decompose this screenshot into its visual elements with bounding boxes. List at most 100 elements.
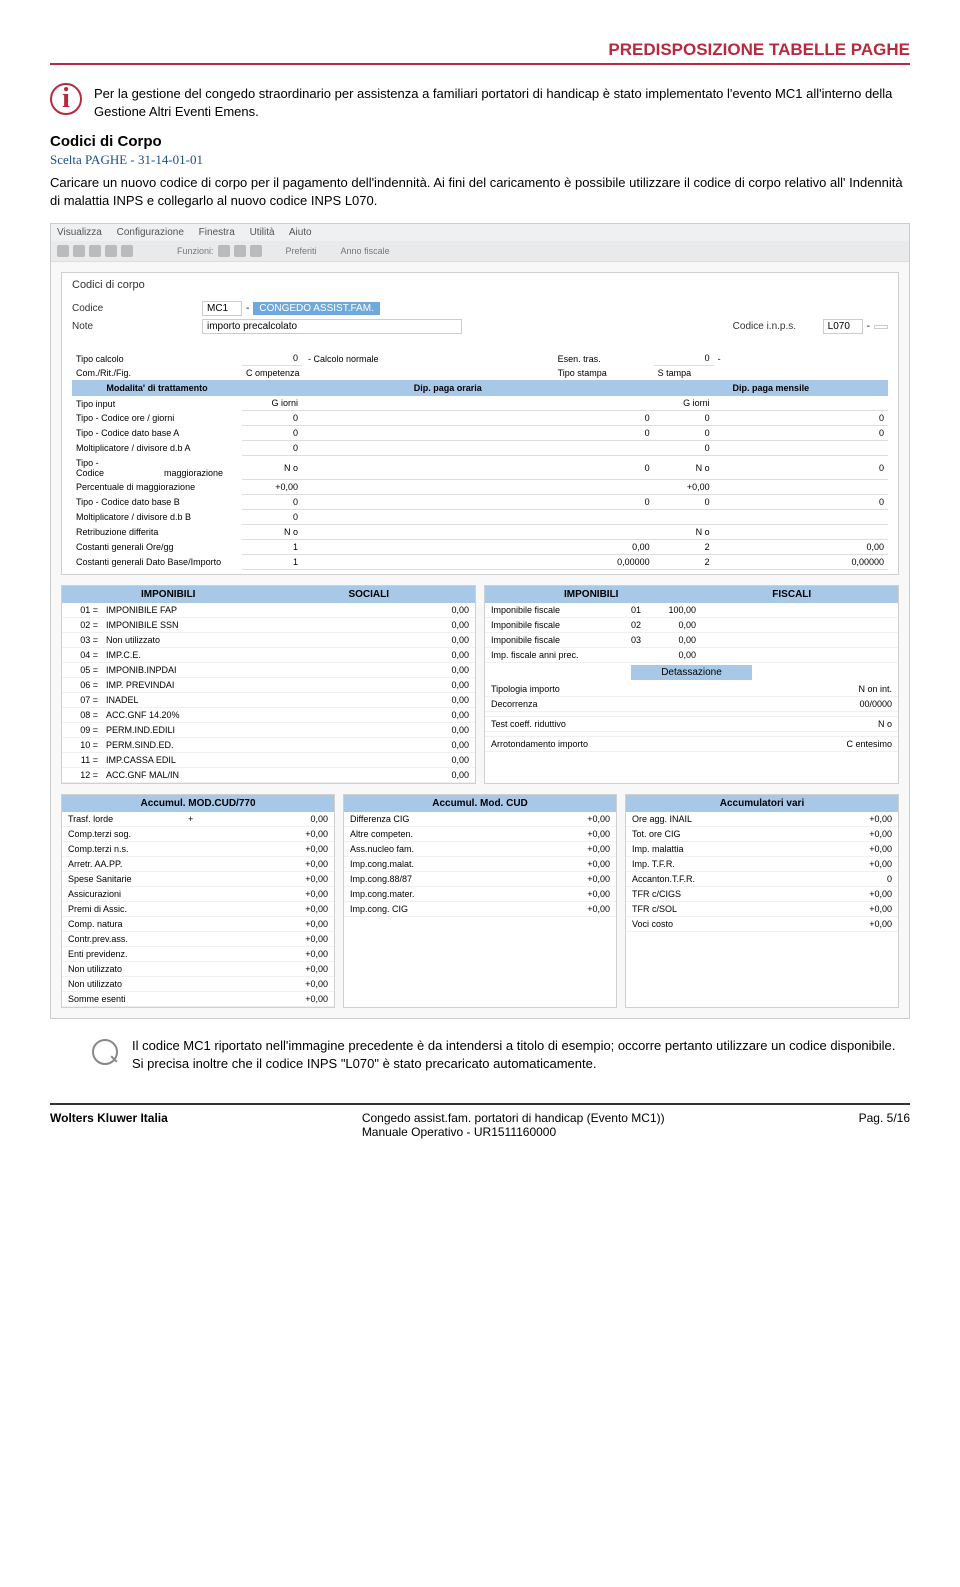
value[interactable]: S tampa bbox=[654, 366, 888, 381]
menu-item[interactable]: Configurazione bbox=[117, 227, 184, 238]
cell[interactable]: +0,00 bbox=[752, 919, 892, 929]
cell[interactable]: 0 bbox=[242, 426, 302, 441]
cell[interactable]: 0,00000 bbox=[302, 555, 654, 570]
cell[interactable]: N o bbox=[654, 525, 714, 540]
cell[interactable]: +0,00 bbox=[198, 859, 328, 869]
cell[interactable]: +0,00 bbox=[470, 904, 610, 914]
menu-item[interactable]: Aiuto bbox=[289, 227, 312, 238]
cell[interactable]: 1 bbox=[242, 540, 302, 555]
cell[interactable]: 0 bbox=[302, 495, 654, 510]
cell[interactable]: 0,00 bbox=[641, 620, 696, 630]
value[interactable]: C ompetenza bbox=[242, 366, 554, 381]
cell[interactable]: +0,00 bbox=[470, 874, 610, 884]
cell[interactable]: 0,00000 bbox=[714, 555, 888, 570]
cell[interactable]: 0 bbox=[752, 874, 892, 884]
cell[interactable]: 0,00 bbox=[302, 540, 654, 555]
cell[interactable]: N o bbox=[654, 456, 714, 480]
cell[interactable]: +0,00 bbox=[198, 994, 328, 1004]
cell[interactable]: 0,00 bbox=[218, 755, 469, 765]
cell[interactable]: 0 bbox=[714, 495, 888, 510]
cell[interactable]: N o bbox=[242, 525, 302, 540]
toolbar-icon[interactable] bbox=[57, 245, 69, 257]
menu-item[interactable]: Utilità bbox=[250, 227, 275, 238]
cell[interactable] bbox=[302, 396, 654, 411]
toolbar-icon[interactable] bbox=[218, 245, 230, 257]
cell[interactable]: N o bbox=[611, 719, 892, 729]
cell[interactable]: 0,00 bbox=[218, 620, 469, 630]
cell[interactable]: +0,00 bbox=[752, 889, 892, 899]
toolbar-icon[interactable] bbox=[250, 245, 262, 257]
cell[interactable]: +0,00 bbox=[470, 889, 610, 899]
cell[interactable]: 0 bbox=[714, 456, 888, 480]
cell[interactable]: +0,00 bbox=[242, 480, 302, 495]
menu-item[interactable]: Visualizza bbox=[57, 227, 102, 238]
cell[interactable]: +0,00 bbox=[470, 829, 610, 839]
cell[interactable]: +0,00 bbox=[470, 814, 610, 824]
cell[interactable]: 0,00 bbox=[218, 725, 469, 735]
cell[interactable]: 0,00 bbox=[641, 635, 696, 645]
cell[interactable]: 0,00 bbox=[218, 665, 469, 675]
cell[interactable]: +0,00 bbox=[198, 844, 328, 854]
cell[interactable] bbox=[714, 525, 888, 540]
cell[interactable] bbox=[302, 480, 654, 495]
cell[interactable]: +0,00 bbox=[198, 829, 328, 839]
cell[interactable] bbox=[302, 510, 654, 525]
cell[interactable]: 100,00 bbox=[641, 605, 696, 615]
cell[interactable]: 2 bbox=[654, 540, 714, 555]
cell[interactable] bbox=[714, 510, 888, 525]
value[interactable]: 0 bbox=[242, 351, 302, 366]
field-codice[interactable]: MC1 bbox=[202, 301, 242, 316]
cell[interactable]: 0,00 bbox=[218, 650, 469, 660]
cell[interactable]: 0 bbox=[714, 426, 888, 441]
cell[interactable]: +0,00 bbox=[198, 979, 328, 989]
toolbar-icon[interactable] bbox=[89, 245, 101, 257]
cell[interactable]: +0,00 bbox=[752, 859, 892, 869]
cell[interactable]: 0,00 bbox=[218, 680, 469, 690]
toolbar-icon[interactable] bbox=[121, 245, 133, 257]
cell[interactable]: +0,00 bbox=[198, 949, 328, 959]
cell[interactable] bbox=[654, 510, 714, 525]
cell[interactable]: 0,00 bbox=[714, 540, 888, 555]
cell[interactable]: 1 bbox=[242, 555, 302, 570]
value[interactable]: 0 bbox=[654, 351, 714, 366]
toolbar-icon[interactable] bbox=[73, 245, 85, 257]
cell[interactable]: G iorni bbox=[654, 396, 714, 411]
cell[interactable]: 2 bbox=[654, 555, 714, 570]
cell[interactable]: +0,00 bbox=[752, 844, 892, 854]
cell[interactable]: +0,00 bbox=[752, 904, 892, 914]
cell[interactable]: 0,00 bbox=[218, 740, 469, 750]
cell[interactable]: 0,00 bbox=[218, 635, 469, 645]
cell[interactable]: +0,00 bbox=[470, 844, 610, 854]
cell[interactable] bbox=[302, 441, 654, 456]
cell[interactable]: C entesimo bbox=[611, 739, 892, 749]
cell[interactable]: 0 bbox=[242, 495, 302, 510]
cell[interactable]: +0,00 bbox=[198, 904, 328, 914]
field-note[interactable]: importo precalcolato bbox=[202, 319, 462, 334]
cell[interactable]: +0,00 bbox=[470, 859, 610, 869]
cell[interactable]: 0 bbox=[654, 411, 714, 426]
cell[interactable]: 0 bbox=[242, 510, 302, 525]
cell[interactable]: +0,00 bbox=[198, 889, 328, 899]
cell[interactable]: +0,00 bbox=[198, 874, 328, 884]
cell[interactable]: 0 bbox=[654, 495, 714, 510]
cell[interactable] bbox=[714, 441, 888, 456]
cell[interactable]: 0 bbox=[654, 441, 714, 456]
field-codice-desc[interactable]: CONGEDO ASSIST.FAM. bbox=[253, 302, 379, 315]
cell[interactable]: N o bbox=[242, 456, 302, 480]
cell[interactable]: 0 bbox=[302, 426, 654, 441]
cell[interactable]: 0 bbox=[654, 426, 714, 441]
cell[interactable]: 0,00 bbox=[218, 605, 469, 615]
toolbar-icon[interactable] bbox=[234, 245, 246, 257]
cell[interactable]: 0 bbox=[242, 441, 302, 456]
cell[interactable]: +0,00 bbox=[752, 829, 892, 839]
cell[interactable]: +0,00 bbox=[752, 814, 892, 824]
cell[interactable]: +0,00 bbox=[198, 964, 328, 974]
field-inps-ext[interactable] bbox=[874, 325, 888, 329]
cell[interactable] bbox=[714, 480, 888, 495]
cell[interactable]: 0,00 bbox=[198, 814, 328, 824]
cell[interactable] bbox=[302, 525, 654, 540]
toolbar-icon[interactable] bbox=[105, 245, 117, 257]
cell[interactable]: 0,00 bbox=[218, 770, 469, 780]
cell[interactable]: G iorni bbox=[242, 396, 302, 411]
cell[interactable]: 0 bbox=[302, 456, 654, 480]
